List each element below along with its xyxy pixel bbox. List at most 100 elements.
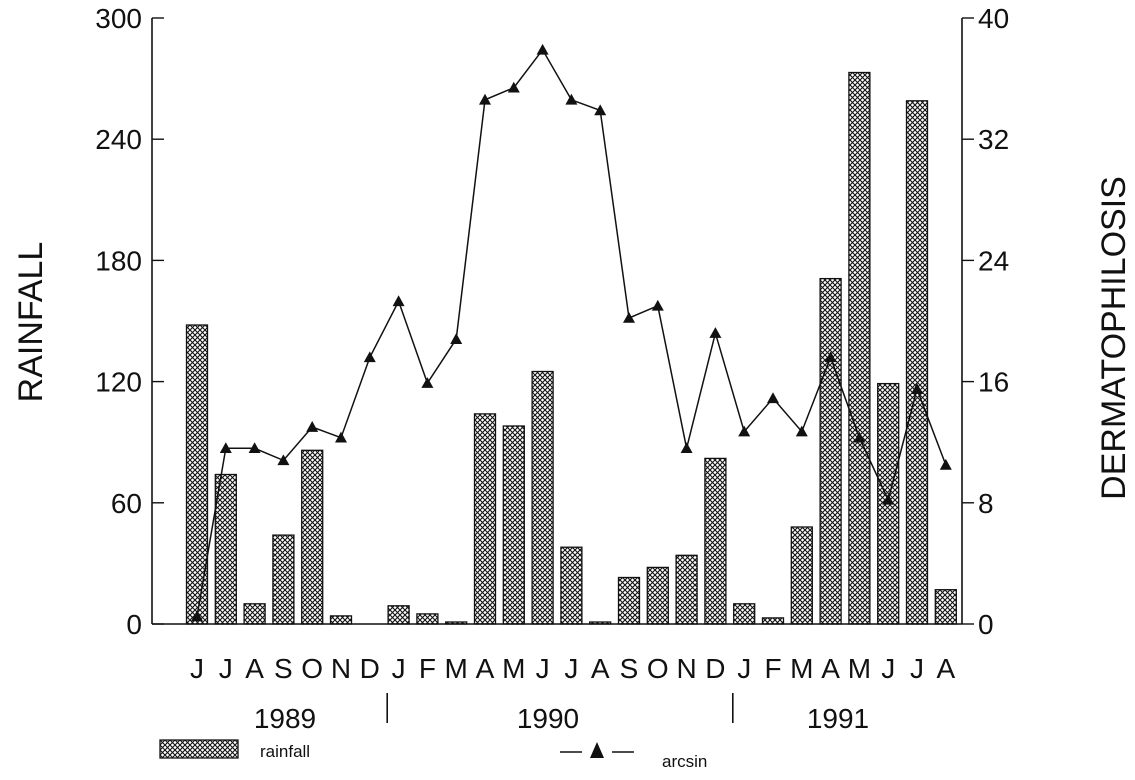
rainfall-bar-18 [704, 457, 727, 625]
arcsin-point-8 [421, 377, 434, 388]
rainfall-bar-23 [848, 71, 871, 625]
arcsin-point-11 [507, 81, 520, 93]
month-label-24: J [881, 653, 895, 684]
month-label-5: N [331, 653, 351, 684]
legend-rainfall-swatch [159, 739, 239, 759]
month-label-4: O [301, 653, 323, 684]
month-label-23: M [848, 653, 871, 684]
month-label-8: F [419, 653, 436, 684]
legend-rainfall-label: rainfall [260, 742, 310, 761]
rainfall-bar-20 [761, 617, 785, 625]
month-label-16: O [647, 653, 669, 684]
month-label-25: J [910, 653, 924, 684]
arcsin-point-22 [824, 351, 837, 363]
rainfall-bar-4 [301, 449, 324, 625]
rainfall-bar-2 [243, 603, 266, 625]
arcsin-point-12 [536, 43, 549, 55]
month-label-9: M [445, 653, 468, 684]
left-tick-label-4: 240 [95, 124, 142, 155]
month-label-13: J [564, 653, 578, 684]
right-tick-label-0: 0 [978, 609, 994, 640]
month-label-22: A [821, 653, 840, 684]
rainfall-bar-19 [733, 603, 756, 625]
month-label-17: N [676, 653, 696, 684]
arcsin-point-24 [882, 493, 895, 505]
rainfall-bar-26 [934, 589, 957, 625]
arcsin-point-6 [363, 351, 376, 363]
month-label-26: A [936, 653, 955, 684]
month-label-0: J [190, 653, 204, 684]
month-label-21: M [790, 653, 813, 684]
rainfall-bar-0 [185, 324, 209, 625]
arcsin-point-26 [939, 458, 952, 470]
month-label-3: S [274, 653, 293, 684]
arcsin-point-13 [565, 93, 578, 105]
arcsin-point-1 [219, 442, 232, 454]
year-label-1: 1990 [517, 703, 579, 734]
left-tick-label-3: 180 [95, 245, 142, 276]
arcsin-point-18 [709, 327, 722, 338]
month-label-14: A [591, 653, 610, 684]
month-label-11: M [502, 653, 525, 684]
month-label-12: J [536, 653, 550, 684]
rainfall-bar-1 [214, 473, 237, 625]
month-label-7: J [392, 653, 406, 684]
arcsin-point-5 [335, 431, 347, 443]
arcsin-point-21 [795, 425, 808, 437]
rainfall-bar-12 [531, 370, 554, 625]
arcsin-point-4 [306, 421, 319, 432]
arcsin-point-19 [738, 425, 751, 437]
rainfall-bar-10 [473, 413, 497, 625]
rainfall-bar-17 [675, 554, 698, 625]
arcsin-point-3 [277, 454, 290, 466]
right-tick-label-1: 8 [978, 488, 994, 519]
arcsin-point-16 [651, 299, 664, 311]
arcsin-point-23 [853, 431, 866, 443]
arcsin-point-20 [767, 392, 779, 404]
month-label-1: J [219, 653, 233, 684]
month-label-19: J [737, 653, 751, 684]
month-label-18: D [705, 653, 725, 684]
year-label-2: 1991 [807, 703, 869, 734]
arcsin-point-10 [479, 93, 491, 105]
month-label-20: F [764, 653, 781, 684]
arcsin-point-2 [248, 442, 261, 454]
arcsin-point-0 [191, 610, 203, 622]
rainfall-bar-13 [560, 546, 583, 625]
left-tick-label-5: 300 [95, 3, 142, 34]
arcsin-point-25 [911, 383, 923, 394]
left-tick-label-1: 60 [111, 488, 142, 519]
right-axis-title: DERMATOPHILOSIS [1095, 176, 1133, 500]
rainfall-bar-16 [646, 566, 669, 625]
legend-arcsin-label: arcsin [662, 752, 707, 771]
left-axis-title: RAINFALL [12, 242, 50, 403]
left-tick-label-0: 0 [126, 609, 142, 640]
rainfall-bar-15 [617, 576, 641, 625]
month-label-15: S [620, 653, 639, 684]
arcsin-point-14 [594, 104, 607, 116]
arcsin-point-7 [392, 295, 405, 307]
rainfall-bar-21 [790, 526, 813, 625]
rainfall-bar-8 [416, 613, 439, 625]
year-label-0: 1989 [254, 703, 316, 734]
legend-arcsin-marker [590, 742, 604, 758]
arcsin-point-17 [680, 442, 693, 454]
left-tick-label-2: 120 [95, 367, 142, 398]
right-tick-label-4: 32 [978, 124, 1009, 155]
month-label-2: A [245, 653, 264, 684]
rainfall-bar-3 [272, 534, 295, 625]
right-tick-label-2: 16 [978, 367, 1009, 398]
month-label-10: A [476, 653, 495, 684]
right-tick-label-5: 40 [978, 3, 1009, 34]
rainfall-bar-11 [502, 425, 525, 625]
month-label-6: D [360, 653, 380, 684]
rainfall-bar-7 [387, 605, 410, 625]
rainfall-bar-5 [329, 615, 353, 625]
rainfall-bar-25 [905, 100, 929, 625]
rainfall-bar-22 [819, 277, 842, 625]
right-tick-label-3: 24 [978, 245, 1009, 276]
arcsin-point-9 [450, 333, 463, 344]
arcsin-point-15 [623, 311, 635, 323]
